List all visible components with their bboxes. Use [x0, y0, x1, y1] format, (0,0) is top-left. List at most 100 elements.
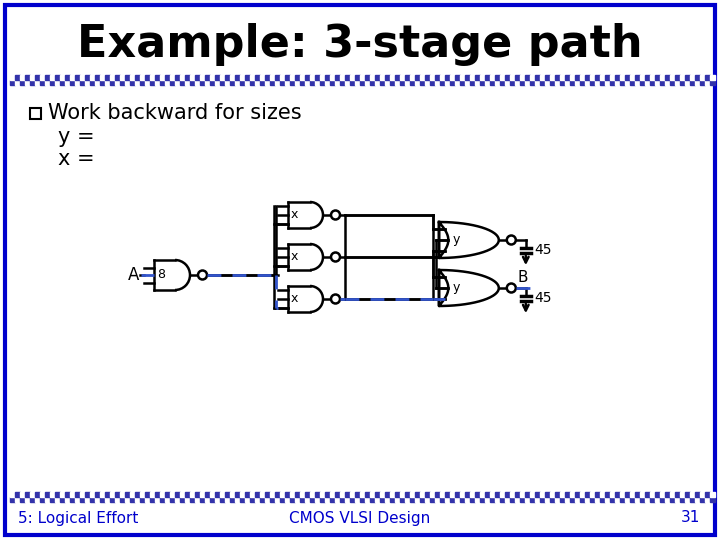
- Bar: [415, 75, 420, 80]
- Bar: [630, 75, 635, 80]
- Bar: [295, 75, 300, 80]
- Bar: [295, 492, 300, 497]
- Bar: [375, 80, 380, 85]
- Bar: [710, 75, 715, 80]
- Bar: [180, 75, 185, 80]
- Bar: [550, 492, 555, 497]
- Text: A: A: [128, 266, 140, 284]
- Bar: [270, 80, 275, 85]
- Bar: [245, 492, 250, 497]
- Bar: [360, 75, 365, 80]
- Bar: [650, 492, 655, 497]
- Bar: [440, 492, 445, 497]
- Bar: [275, 75, 280, 80]
- Bar: [395, 75, 400, 80]
- Bar: [65, 75, 70, 80]
- Bar: [365, 492, 370, 497]
- Bar: [460, 75, 465, 80]
- Bar: [165, 492, 170, 497]
- Bar: [590, 492, 595, 497]
- Bar: [305, 75, 310, 80]
- Bar: [230, 492, 235, 497]
- Circle shape: [507, 284, 516, 293]
- Bar: [660, 75, 665, 80]
- Bar: [545, 497, 550, 502]
- Bar: [90, 80, 95, 85]
- Bar: [325, 497, 330, 502]
- Text: x: x: [291, 251, 298, 264]
- Bar: [240, 497, 245, 502]
- Bar: [375, 497, 380, 502]
- Bar: [520, 492, 525, 497]
- Bar: [535, 80, 540, 85]
- Bar: [510, 497, 515, 502]
- Bar: [45, 497, 50, 502]
- Bar: [25, 492, 30, 497]
- Bar: [535, 492, 540, 497]
- Bar: [300, 75, 305, 80]
- Bar: [545, 80, 550, 85]
- Bar: [645, 75, 650, 80]
- Bar: [505, 497, 510, 502]
- Bar: [305, 492, 310, 497]
- Bar: [10, 497, 15, 502]
- Bar: [665, 492, 670, 497]
- Bar: [450, 492, 455, 497]
- Bar: [500, 492, 505, 497]
- Bar: [190, 492, 195, 497]
- Bar: [235, 75, 240, 80]
- Bar: [630, 80, 635, 85]
- Bar: [660, 80, 665, 85]
- Bar: [495, 80, 500, 85]
- Bar: [475, 80, 480, 85]
- Bar: [640, 497, 645, 502]
- Bar: [15, 80, 20, 85]
- Bar: [640, 75, 645, 80]
- Bar: [400, 80, 405, 85]
- Bar: [65, 497, 70, 502]
- Bar: [445, 75, 450, 80]
- Bar: [30, 75, 35, 80]
- Bar: [250, 75, 255, 80]
- Bar: [470, 492, 475, 497]
- Bar: [625, 80, 630, 85]
- Bar: [670, 80, 675, 85]
- Bar: [655, 75, 660, 80]
- Bar: [225, 80, 230, 85]
- Bar: [455, 80, 460, 85]
- Bar: [320, 497, 325, 502]
- Bar: [65, 492, 70, 497]
- Bar: [455, 492, 460, 497]
- Bar: [230, 75, 235, 80]
- Bar: [460, 492, 465, 497]
- Bar: [180, 497, 185, 502]
- Bar: [100, 75, 105, 80]
- Bar: [215, 497, 220, 502]
- Bar: [365, 80, 370, 85]
- Bar: [530, 492, 535, 497]
- Bar: [550, 75, 555, 80]
- Bar: [250, 497, 255, 502]
- Bar: [530, 75, 535, 80]
- Bar: [85, 492, 90, 497]
- Bar: [40, 75, 45, 80]
- Text: x: x: [291, 293, 298, 306]
- Bar: [665, 80, 670, 85]
- Bar: [635, 80, 640, 85]
- Bar: [330, 80, 335, 85]
- Bar: [35, 80, 40, 85]
- Bar: [230, 497, 235, 502]
- Bar: [355, 75, 360, 80]
- Bar: [195, 492, 200, 497]
- Bar: [210, 80, 215, 85]
- Bar: [95, 492, 100, 497]
- Bar: [80, 497, 85, 502]
- Bar: [45, 492, 50, 497]
- Bar: [385, 492, 390, 497]
- Bar: [285, 497, 290, 502]
- Bar: [25, 497, 30, 502]
- Bar: [155, 75, 160, 80]
- Bar: [370, 492, 375, 497]
- Bar: [400, 492, 405, 497]
- Bar: [100, 492, 105, 497]
